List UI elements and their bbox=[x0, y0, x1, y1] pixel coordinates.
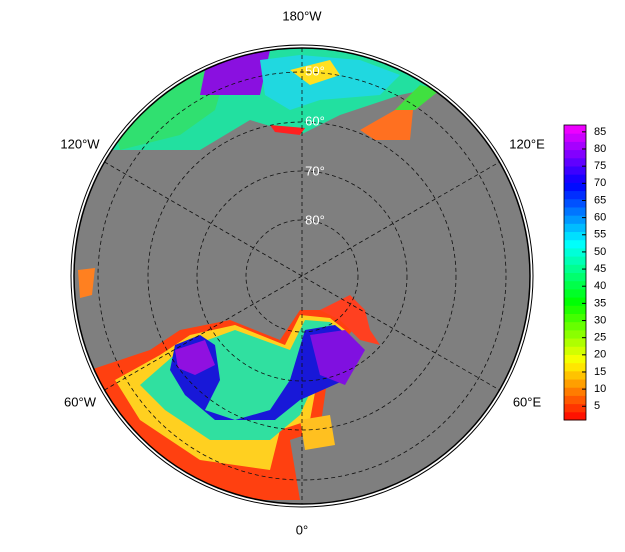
field-region bbox=[310, 330, 365, 385]
field-region bbox=[170, 325, 360, 420]
polar-map bbox=[74, 48, 530, 504]
colorbar-tick-label: 85 bbox=[594, 126, 606, 138]
field-region bbox=[175, 340, 215, 375]
colorbar-tick-label: 45 bbox=[594, 263, 606, 275]
colorbar-segment bbox=[564, 149, 586, 159]
latitude-label: 70° bbox=[305, 163, 325, 178]
colorbar-segment bbox=[564, 125, 586, 134]
colorbar-segment bbox=[564, 239, 586, 249]
colorbar-segment bbox=[564, 370, 586, 380]
colorbar-tick-label: 40 bbox=[594, 280, 606, 292]
field-region bbox=[300, 415, 335, 450]
colorbar-segment bbox=[564, 321, 586, 331]
colorbar-frame bbox=[563, 124, 587, 421]
colorbar-segment bbox=[564, 174, 586, 183]
colorbar-tick-label: 25 bbox=[594, 332, 606, 344]
longitude-label: 180°W bbox=[282, 8, 322, 23]
colorbar-segment bbox=[564, 157, 586, 167]
colorbar-segment bbox=[564, 411, 586, 421]
colorbar-segment bbox=[564, 329, 586, 339]
map-border bbox=[70, 44, 534, 508]
longitude-label: 60°W bbox=[64, 394, 97, 409]
colorbar-segment bbox=[564, 215, 586, 224]
field-region bbox=[395, 85, 440, 110]
colorbar-segment bbox=[564, 264, 586, 273]
colorbar-tick-label: 30 bbox=[594, 314, 606, 326]
colorbar-segment bbox=[564, 256, 586, 265]
colorbar-segment bbox=[564, 247, 586, 257]
latitude-label: 50° bbox=[305, 63, 325, 78]
field-region bbox=[320, 295, 380, 345]
longitude-label: 120°W bbox=[60, 136, 100, 151]
colorbar-tick-label: 65 bbox=[594, 194, 606, 206]
colorbar-segment bbox=[564, 403, 586, 413]
field-region bbox=[360, 90, 415, 140]
colorbar: 5 10 15 20 25 30 35 40 45 50 55 60 65 70 75 80 85 bbox=[563, 124, 606, 421]
colorbar-segment bbox=[564, 280, 586, 290]
colorbar-segment bbox=[564, 387, 586, 396]
colorbar-tick-label: 55 bbox=[594, 229, 606, 241]
colorbar-segment bbox=[564, 182, 586, 192]
colorbar-segment bbox=[564, 362, 586, 372]
colorbar-segment bbox=[564, 190, 586, 200]
colorbar-segment bbox=[564, 288, 586, 298]
colorbar-segment bbox=[564, 223, 586, 233]
colorbar-segment bbox=[564, 297, 586, 306]
field-region bbox=[270, 125, 305, 135]
colorbar-segment bbox=[564, 206, 586, 216]
colorbar-segment bbox=[564, 165, 586, 175]
latitude-label: 60° bbox=[305, 113, 325, 128]
longitude-label: 60°E bbox=[513, 394, 542, 409]
colorbar-segment bbox=[564, 354, 586, 364]
colorbar-segment bbox=[564, 133, 586, 142]
colorbar-segment bbox=[564, 305, 586, 314]
longitude-label: 120°E bbox=[509, 136, 545, 151]
colorbar-segment bbox=[564, 395, 586, 405]
colorbar-tick-label: 20 bbox=[594, 349, 606, 361]
colorbar-segment bbox=[564, 141, 586, 151]
latitude-label: 80° bbox=[305, 212, 325, 227]
colorbar-tick-label: 50 bbox=[594, 246, 606, 258]
colorbar-segment bbox=[564, 379, 586, 388]
field-region bbox=[78, 268, 95, 298]
colorbar-segment bbox=[564, 272, 586, 282]
colorbar-tick-label: 10 bbox=[594, 383, 606, 395]
colorbar-segment bbox=[564, 346, 586, 355]
longitude-label: 0° bbox=[296, 522, 308, 537]
colorbar-tick-label: 70 bbox=[594, 177, 606, 189]
colorbar-tick-label: 75 bbox=[594, 160, 606, 172]
colorbar-tick-label: 80 bbox=[594, 143, 606, 155]
colorbar-tick-label: 35 bbox=[594, 297, 606, 309]
colorbar-segment bbox=[564, 338, 586, 347]
colorbar-tick-label: 15 bbox=[594, 366, 606, 378]
colorbar-segment bbox=[564, 231, 586, 241]
colorbar-tick-label: 5 bbox=[594, 400, 600, 412]
graticule bbox=[97, 48, 507, 504]
colorbar-tick-label: 60 bbox=[594, 212, 606, 224]
colorbar-segment bbox=[564, 313, 586, 323]
map-border bbox=[73, 47, 531, 505]
colorbar-segment bbox=[564, 198, 586, 208]
